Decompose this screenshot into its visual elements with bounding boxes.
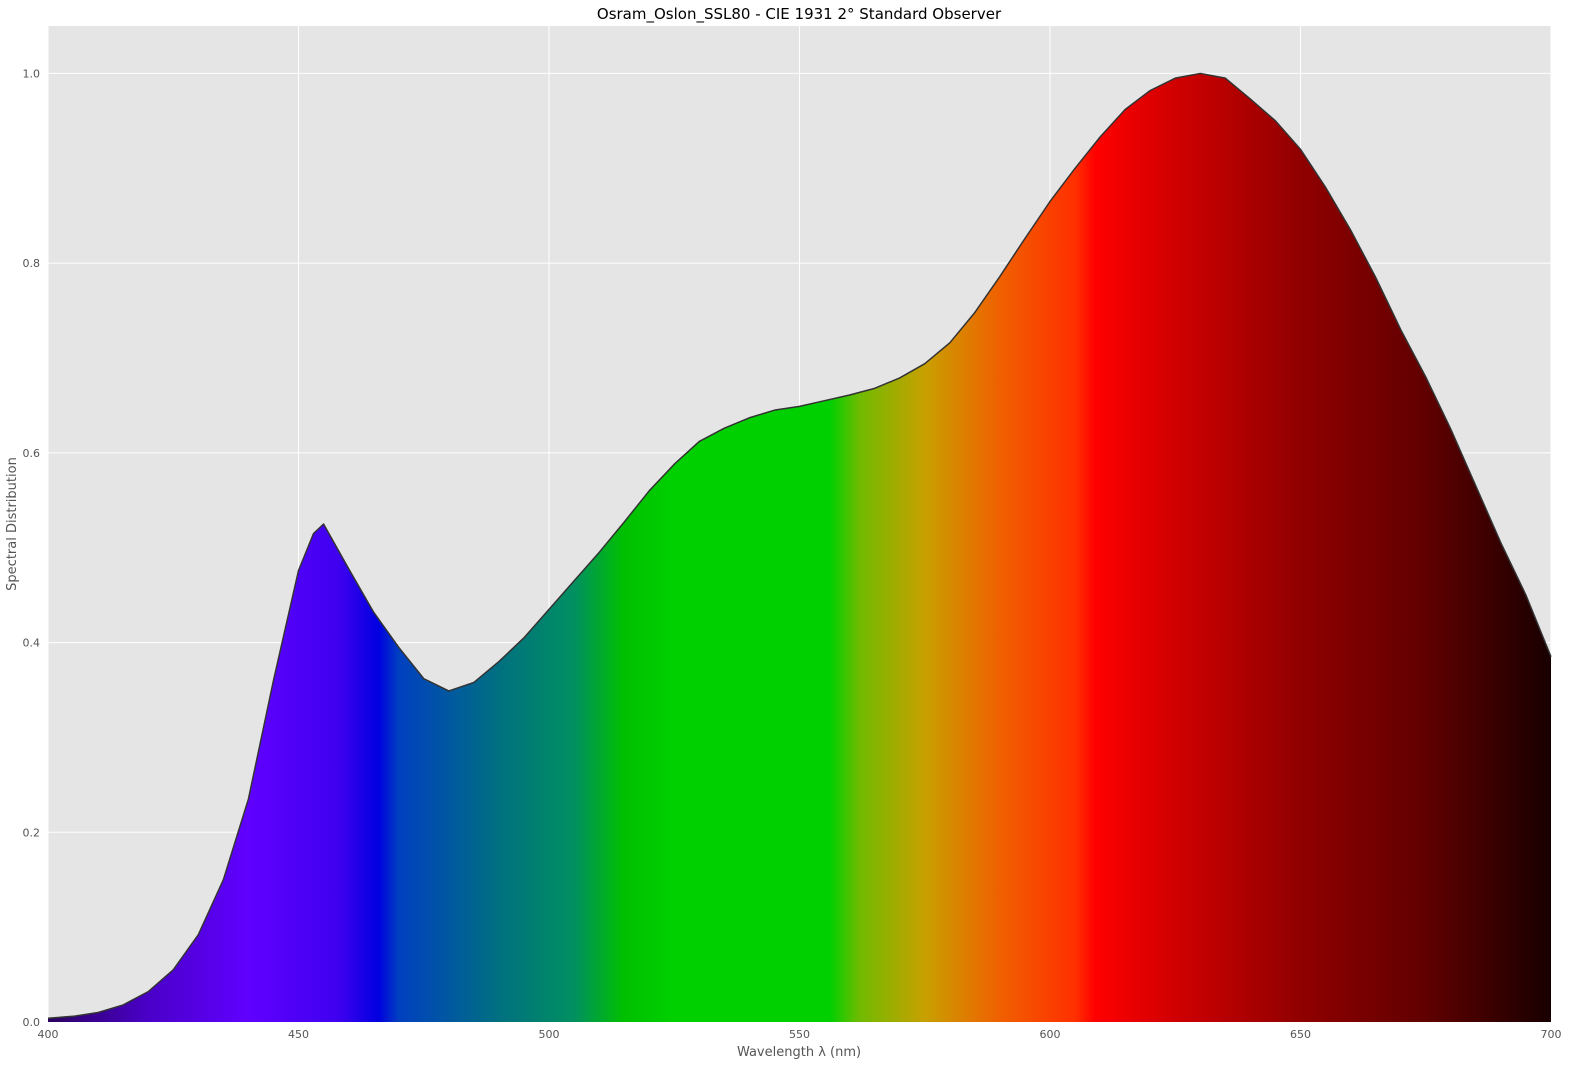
chart-title: Osram_Oslon_SSL80 - CIE 1931 2° Standard…: [597, 5, 1002, 24]
x-tick-label: 700: [1541, 1028, 1562, 1041]
x-tick-label: 600: [1040, 1028, 1061, 1041]
y-tick-label: 0.2: [23, 826, 41, 839]
y-tick-label: 0.4: [23, 637, 41, 650]
x-tick-label: 550: [789, 1028, 810, 1041]
x-tick-label: 650: [1290, 1028, 1311, 1041]
line: [47, 72, 1552, 1019]
x-tick-label: 450: [288, 1028, 309, 1041]
x-axis-label: Wavelength λ (nm): [737, 1045, 861, 1060]
y-tick-label: 1.0: [23, 67, 41, 80]
x-tick-label: 400: [38, 1028, 59, 1041]
y-tick-label: 0.0: [23, 1016, 41, 1029]
area: [48, 73, 1551, 1022]
y-tick-label: 0.8: [23, 257, 41, 270]
y-tick-label: 0.6: [23, 447, 41, 460]
x-tick-label: 500: [539, 1028, 560, 1041]
y-axis-label: Spectral Distribution: [5, 457, 20, 591]
